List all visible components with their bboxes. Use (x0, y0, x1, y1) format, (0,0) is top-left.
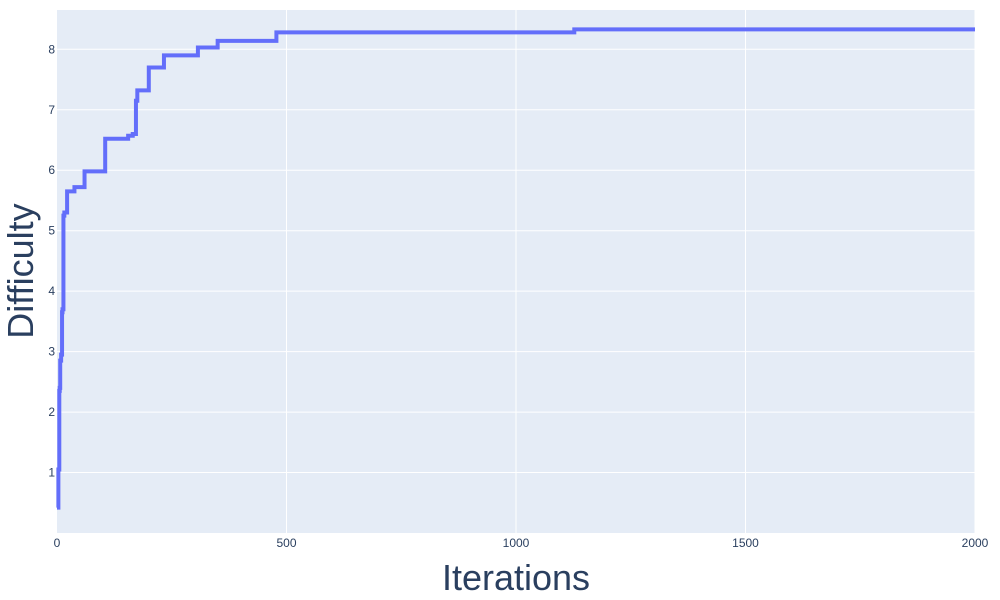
x-tick-label: 0 (54, 536, 61, 550)
series-layer (56, 27, 975, 510)
y-axis-title: Difficulty (0, 203, 41, 338)
y-tick-label: 6 (48, 163, 55, 177)
x-tick-label: 1000 (503, 536, 530, 550)
y-tick-label: 4 (48, 284, 55, 298)
x-tick-label: 2000 (962, 536, 989, 550)
x-axis-title: Iterations (442, 557, 590, 598)
difficulty-line (56, 27, 975, 510)
tick-labels: 0 500 1000 1500 2000 1 2 3 4 5 6 7 8 (48, 42, 988, 550)
y-tick-label: 7 (48, 103, 55, 117)
grid-lines (57, 10, 976, 533)
x-tick-label: 1500 (732, 536, 759, 550)
y-tick-label: 2 (48, 405, 55, 419)
y-tick-label: 3 (48, 345, 55, 359)
y-tick-label: 1 (48, 466, 55, 480)
y-tick-label: 5 (48, 224, 55, 238)
x-tick-label: 500 (276, 536, 296, 550)
y-tick-label: 8 (48, 42, 55, 56)
